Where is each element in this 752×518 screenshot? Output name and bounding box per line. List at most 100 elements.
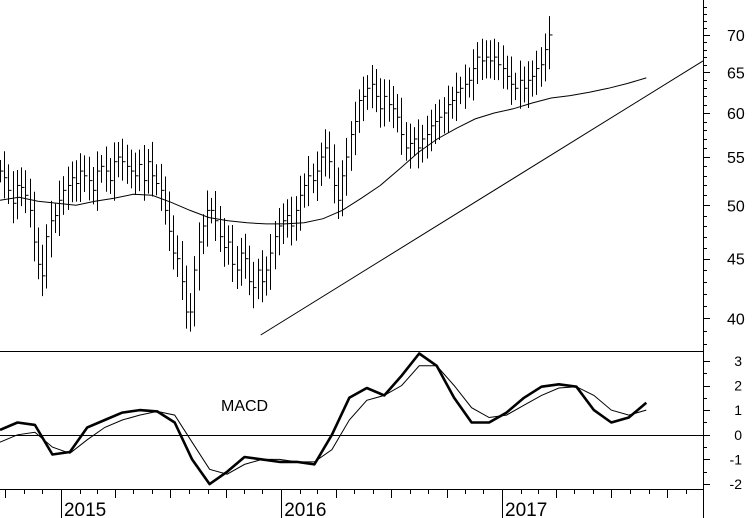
chart-frame xyxy=(0,0,704,518)
price-bar xyxy=(477,42,481,85)
price-bar xyxy=(418,119,422,169)
price-bar xyxy=(376,68,380,113)
price-bar xyxy=(161,163,165,211)
price-bar xyxy=(42,244,46,297)
price-bar xyxy=(287,199,291,238)
year-label: 2015 xyxy=(64,500,106,518)
price-bar xyxy=(520,60,524,109)
price-bar xyxy=(228,225,232,265)
macd-tick-label: -1 xyxy=(730,451,743,467)
price-bar xyxy=(72,161,76,203)
price-bar xyxy=(329,131,333,179)
price-bar xyxy=(406,122,410,161)
price-bar xyxy=(342,160,346,217)
price-bar xyxy=(182,241,186,300)
price-bar xyxy=(25,170,29,214)
price-bar xyxy=(177,235,181,278)
price-bar xyxy=(63,176,67,215)
price-bar xyxy=(135,152,139,195)
price-bar xyxy=(511,56,515,105)
price-bar xyxy=(380,78,384,128)
price-bar xyxy=(211,197,215,224)
price-bar xyxy=(367,75,371,110)
price-bar xyxy=(401,97,405,155)
price-bar xyxy=(393,86,397,129)
price-bar xyxy=(384,79,388,127)
macd-tick-label: -2 xyxy=(730,476,743,492)
price-bar xyxy=(224,218,228,267)
price-bar xyxy=(131,149,135,189)
price-bar xyxy=(275,221,279,270)
price-bar xyxy=(38,227,42,280)
price-bar xyxy=(101,154,105,183)
price-bar xyxy=(13,171,17,224)
price-bar xyxy=(249,245,253,296)
price-bar xyxy=(541,47,545,87)
price-bar xyxy=(266,256,270,296)
price-bar xyxy=(372,65,376,109)
price-bar xyxy=(215,190,219,241)
price-bar xyxy=(300,175,304,231)
price-bar xyxy=(207,190,211,247)
price-bar xyxy=(435,103,439,145)
year-label: 2016 xyxy=(284,500,326,518)
price-bar xyxy=(494,38,498,80)
price-bar xyxy=(68,166,72,210)
macd-tick-label: 2 xyxy=(734,378,742,394)
price-bar xyxy=(144,145,148,201)
price-bar xyxy=(460,76,464,105)
price-bar xyxy=(4,151,8,199)
price-bar xyxy=(431,109,435,152)
price-bar xyxy=(186,265,190,329)
price-bar xyxy=(452,86,456,119)
price-bar xyxy=(334,144,338,204)
price-bar xyxy=(308,155,312,207)
price-bar xyxy=(237,246,241,289)
price-bar xyxy=(528,61,532,109)
price-bar xyxy=(427,115,431,159)
price-bar xyxy=(291,196,295,246)
macd-line xyxy=(0,352,648,486)
year-label: 2017 xyxy=(505,500,547,518)
price-tick-label: 40 xyxy=(727,311,745,328)
price-bar xyxy=(241,237,245,286)
price-bar xyxy=(346,137,350,196)
price-bar xyxy=(8,164,12,205)
price-bar xyxy=(173,215,177,270)
price-bar xyxy=(114,142,118,201)
price-bar xyxy=(169,191,173,251)
price-bar xyxy=(51,200,55,258)
price-bar xyxy=(93,166,97,205)
macd-tick-label: 0 xyxy=(734,427,742,443)
price-bar xyxy=(465,64,469,109)
price-bar xyxy=(30,178,34,228)
price-bar xyxy=(220,205,224,252)
price-bar xyxy=(106,146,110,192)
price-axis: 40 45 50 55 60 65 70 xyxy=(703,7,745,345)
price-bar xyxy=(321,142,325,186)
price-bar xyxy=(262,250,266,303)
price-bar xyxy=(270,233,274,290)
price-bar xyxy=(118,141,122,178)
price-bar xyxy=(76,160,80,202)
price-bar xyxy=(515,72,519,101)
price-bar xyxy=(448,85,452,133)
price-bar xyxy=(444,97,448,134)
time-axis: 2015 2016 2017 xyxy=(5,489,687,518)
price-tick-label: 65 xyxy=(727,65,745,82)
price-tick-label: 60 xyxy=(727,106,745,123)
price-bar xyxy=(156,164,160,196)
price-bar xyxy=(194,256,198,327)
price-bar xyxy=(498,42,502,81)
price-bar xyxy=(482,38,486,80)
price-bar xyxy=(55,203,59,234)
price-bar xyxy=(190,293,194,332)
price-bar xyxy=(84,155,88,193)
price-bar xyxy=(507,55,511,90)
price-bar xyxy=(253,261,257,309)
price-bar xyxy=(152,141,156,197)
price-bar xyxy=(397,94,401,133)
price-tick-label: 55 xyxy=(727,150,745,167)
price-bar xyxy=(59,180,63,236)
